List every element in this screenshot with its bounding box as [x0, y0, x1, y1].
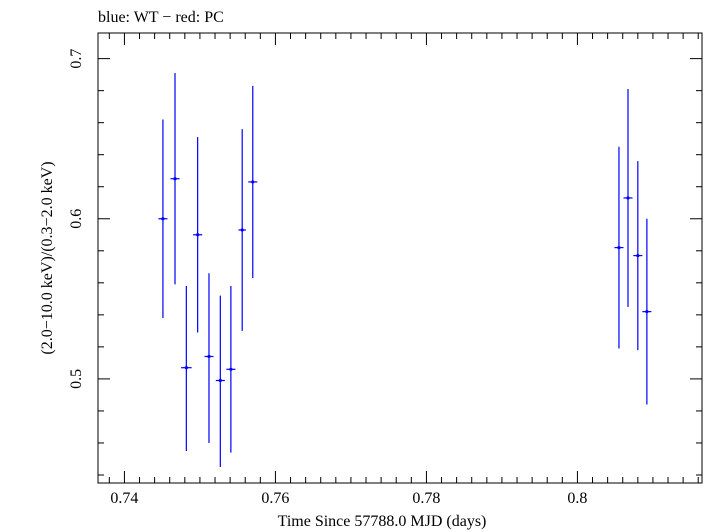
- x-axis-label: Time Since 57788.0 MJD (days): [278, 513, 487, 530]
- y-tick-label: 0.5: [68, 369, 85, 389]
- data-point: [614, 146, 624, 349]
- point-marker: [207, 354, 211, 359]
- point-marker: [617, 245, 621, 250]
- point-marker: [184, 366, 188, 370]
- x-tick-label: 0.74: [110, 490, 138, 507]
- data-point: [238, 129, 246, 331]
- data-point: [170, 73, 180, 285]
- point-marker: [229, 367, 233, 371]
- data-point: [623, 89, 633, 307]
- data-point: [633, 161, 643, 351]
- x-tick-label: 0.76: [261, 490, 289, 507]
- data-point: [215, 295, 225, 467]
- y-tick-label: 0.7: [68, 49, 85, 69]
- data-point: [204, 273, 214, 443]
- point-marker: [173, 177, 177, 181]
- data-point: [642, 218, 652, 405]
- y-axis-label: (2.0−10.0 keV)/(0.3−2.0 keV): [39, 161, 56, 354]
- point-marker: [636, 253, 640, 258]
- x-tick-label: 0.78: [412, 490, 440, 507]
- plot-frame: [97, 32, 703, 484]
- point-marker: [240, 228, 244, 232]
- point-marker: [626, 196, 630, 200]
- chart-title: blue: WT − red: PC: [98, 9, 224, 26]
- data-point: [181, 286, 192, 451]
- point-marker: [645, 310, 649, 314]
- data-points: [158, 73, 652, 467]
- point-marker: [196, 233, 200, 237]
- data-point: [248, 85, 258, 279]
- point-marker: [251, 180, 255, 184]
- data-point: [193, 137, 203, 333]
- y-axis-ticks: 0.5 0.6 0.7: [68, 49, 702, 476]
- y-tick-label: 0.6: [68, 209, 85, 229]
- point-marker: [161, 217, 165, 221]
- point-marker: [218, 378, 222, 383]
- x-axis-ticks: 0.74 0.76 0.78 0.8: [108, 33, 699, 507]
- data-point: [226, 286, 236, 453]
- data-point: [158, 119, 168, 319]
- x-tick-label: 0.8: [567, 490, 587, 507]
